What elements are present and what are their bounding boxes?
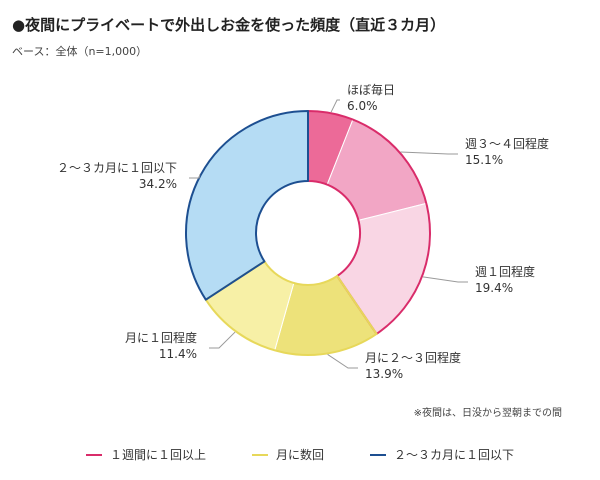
legend-label-rare: ２～３カ月に１回以下 bbox=[394, 448, 515, 462]
group-outline-bimonthly-or-less bbox=[185, 110, 309, 301]
group-outlines bbox=[185, 110, 431, 356]
legend-item-rare: ２～３カ月に１回以下 bbox=[370, 446, 514, 463]
slice-label-monthly-2-3: 月に２～３回程度 bbox=[365, 350, 461, 365]
leader-line-daily bbox=[330, 99, 340, 113]
slice-value-weekly-3-4: 15.1% bbox=[465, 153, 503, 167]
base-note: ベース：全体（n=1,000） bbox=[12, 45, 148, 58]
slice-label-weekly-1: 週１回程度 bbox=[475, 264, 535, 279]
slice-label-daily: ほぼ毎日 bbox=[347, 82, 395, 97]
leader-line-monthly-2-3 bbox=[327, 354, 358, 369]
leader-line-bimonthly bbox=[189, 174, 201, 179]
legend-label-weekly: １週間に１回以上 bbox=[109, 448, 206, 462]
chart-title: ●夜間にプライベートで外出しお金を使った頻度（直近３カ月） bbox=[12, 16, 446, 34]
legend-item-weekly: １週間に１回以上 bbox=[85, 446, 206, 463]
slice-value-monthly-1: 11.4% bbox=[159, 347, 197, 361]
slice-value-weekly-1: 19.4% bbox=[475, 281, 513, 295]
slice-label-monthly-1: 月に１回程度 bbox=[125, 330, 197, 345]
legend-label-monthly: 月に数回 bbox=[275, 448, 324, 462]
donut-chart: ほぼ毎日 6.0% 週３～４回程度 15.1% 週１回程度 19.4% 月に２～３回程度 13… bbox=[57, 82, 549, 381]
slice-bimonthly bbox=[185, 110, 309, 301]
leader-line-weekly-3-4 bbox=[400, 151, 458, 155]
legend-swatch-rare bbox=[370, 453, 386, 456]
leader-line-weekly-1 bbox=[422, 276, 468, 283]
slice-value-daily: 6.0% bbox=[347, 99, 378, 113]
legend-item-monthly: 月に数回 bbox=[251, 446, 324, 463]
legend: １週間に１回以上 月に数回 ２～３カ月に１回以下 bbox=[0, 446, 600, 463]
slice-label-bimonthly: ２～３カ月に１回以下 bbox=[57, 161, 177, 175]
group-outline-weekly-or-more bbox=[307, 110, 431, 335]
footnote: ※夜間は、日没から翌朝までの間 bbox=[413, 408, 562, 419]
slice-labels: ほぼ毎日 6.0% 週３～４回程度 15.1% 週１回程度 19.4% 月に２～３回程度 13… bbox=[57, 82, 549, 381]
slice-value-bimonthly: 34.2% bbox=[139, 177, 177, 191]
legend-swatch-monthly bbox=[251, 453, 268, 456]
slice-label-weekly-3-4: 週３～４回程度 bbox=[465, 136, 549, 151]
slice-value-monthly-2-3: 13.9% bbox=[365, 367, 403, 381]
legend-swatch-weekly bbox=[85, 453, 102, 456]
group-outline-few-times-monthly bbox=[204, 260, 378, 356]
leader-line-monthly-1 bbox=[209, 331, 236, 349]
